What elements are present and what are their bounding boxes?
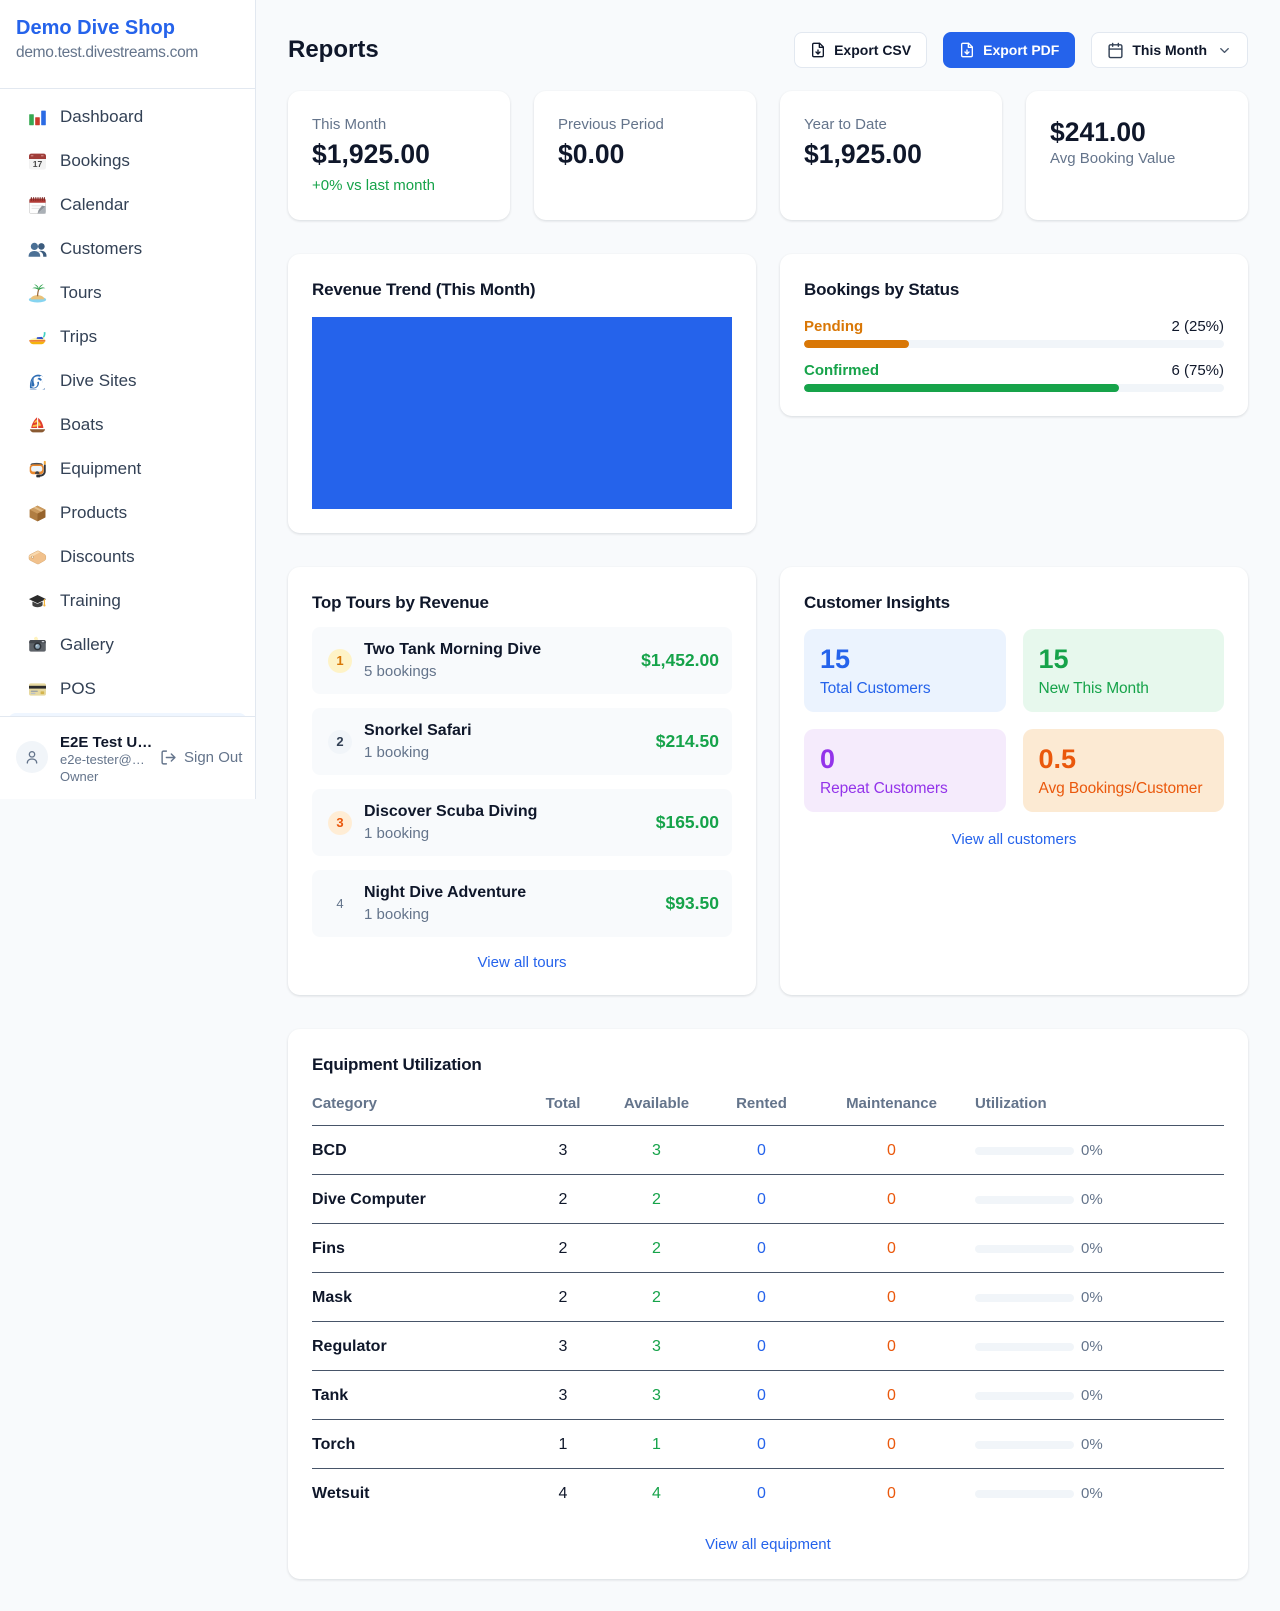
svg-text:17: 17 — [32, 159, 42, 169]
